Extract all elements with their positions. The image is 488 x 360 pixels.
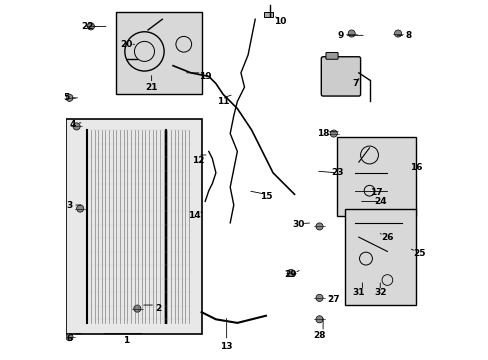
Text: 12: 12 (191, 156, 204, 165)
Text: 20: 20 (120, 40, 133, 49)
Text: 16: 16 (409, 163, 421, 172)
Text: 9: 9 (337, 31, 344, 40)
Text: 22: 22 (81, 22, 93, 31)
Text: 7: 7 (351, 79, 358, 88)
Text: 19: 19 (199, 72, 211, 81)
Text: 10: 10 (273, 17, 286, 26)
Circle shape (315, 316, 323, 323)
FancyBboxPatch shape (263, 12, 272, 18)
Text: 6: 6 (66, 334, 72, 343)
Circle shape (329, 130, 337, 137)
Text: 18: 18 (316, 129, 328, 138)
Circle shape (315, 294, 323, 301)
Text: 29: 29 (284, 270, 297, 279)
Text: 14: 14 (188, 211, 201, 220)
Circle shape (77, 205, 83, 212)
Text: 8: 8 (405, 31, 411, 40)
FancyBboxPatch shape (344, 208, 415, 305)
Circle shape (394, 30, 401, 37)
Circle shape (73, 123, 80, 130)
FancyBboxPatch shape (66, 119, 201, 334)
Text: 5: 5 (62, 93, 69, 102)
Text: 2: 2 (155, 304, 162, 313)
Text: 25: 25 (412, 249, 425, 258)
Text: 15: 15 (259, 192, 272, 201)
Circle shape (287, 269, 294, 276)
Text: 30: 30 (291, 220, 304, 229)
Circle shape (87, 23, 94, 30)
FancyBboxPatch shape (325, 53, 337, 59)
Text: 31: 31 (352, 288, 365, 297)
Text: 32: 32 (373, 288, 386, 297)
Circle shape (66, 334, 73, 341)
Text: 23: 23 (330, 168, 343, 177)
Text: 4: 4 (70, 120, 76, 129)
FancyBboxPatch shape (337, 137, 415, 216)
Circle shape (347, 30, 354, 37)
Circle shape (315, 223, 323, 230)
Text: 21: 21 (145, 83, 158, 92)
Text: 28: 28 (313, 331, 325, 340)
Circle shape (134, 305, 141, 312)
FancyBboxPatch shape (116, 12, 201, 94)
Text: 24: 24 (373, 197, 386, 206)
Text: 27: 27 (327, 295, 340, 304)
Text: 13: 13 (220, 342, 232, 351)
Text: 17: 17 (369, 188, 382, 197)
Text: 11: 11 (216, 97, 229, 106)
Text: 3: 3 (66, 201, 72, 210)
FancyBboxPatch shape (321, 57, 360, 96)
Text: 26: 26 (380, 233, 393, 242)
Circle shape (66, 94, 73, 102)
Text: 1: 1 (123, 336, 129, 345)
